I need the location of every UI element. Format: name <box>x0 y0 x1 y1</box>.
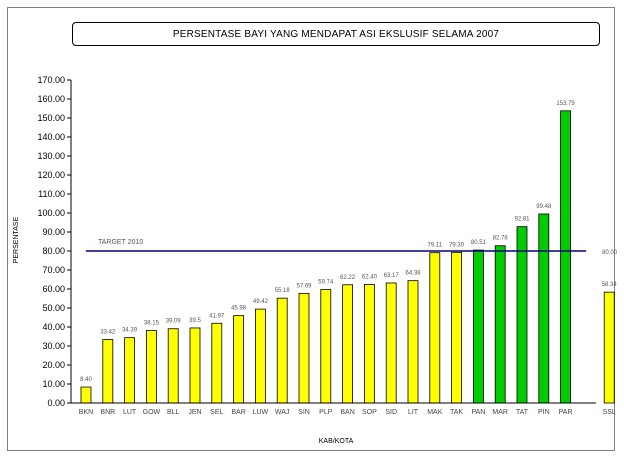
y-tick-label: 20.00 <box>42 360 65 370</box>
data-label: 92.81 <box>514 217 530 223</box>
data-label: 79.11 <box>428 243 443 249</box>
x-tick-label: BNR <box>100 409 115 416</box>
data-label: 39.5 <box>189 318 201 324</box>
bar-ssl <box>604 292 614 403</box>
x-tick-label: LUT <box>123 409 137 416</box>
data-label: 34.39 <box>122 328 138 334</box>
data-label: 38.15 <box>144 321 160 327</box>
x-tick-label: WAJ <box>275 409 290 416</box>
y-tick-label: 80.00 <box>42 246 65 256</box>
bar-waj <box>277 298 287 403</box>
y-tick-label: 170.00 <box>37 75 65 85</box>
y-tick-label: 40.00 <box>42 322 65 332</box>
x-tick-label: LUW <box>253 409 269 416</box>
data-label: 58.34 <box>602 282 618 288</box>
x-tick-label: PAR <box>559 409 573 416</box>
y-tick-label: 50.00 <box>42 303 65 313</box>
bar-pin <box>539 214 549 403</box>
bar-ban <box>343 285 353 403</box>
data-label: 55.18 <box>275 288 291 294</box>
bar-lut <box>125 338 135 403</box>
data-label: 45.98 <box>231 306 247 312</box>
x-tick-label: PAN <box>471 409 485 416</box>
bar-par <box>561 111 571 403</box>
y-tick-label: 0.00 <box>47 398 65 408</box>
x-tick-label: GOW <box>143 409 161 416</box>
y-tick-label: 10.00 <box>42 379 65 389</box>
y-tick-label: 130.00 <box>37 151 65 161</box>
target-label: TARGET 2010 <box>98 239 143 246</box>
bar-bar <box>234 316 244 403</box>
bar-mak <box>430 253 440 403</box>
bar-bnr <box>103 340 113 403</box>
x-tick-label: SEL <box>210 409 223 416</box>
data-label: 64.38 <box>405 271 421 277</box>
x-tick-label: TAT <box>516 409 529 416</box>
bar-plp <box>321 289 331 403</box>
x-tick-label: PLP <box>319 409 333 416</box>
x-tick-label: SID <box>385 409 397 416</box>
y-tick-label: 150.00 <box>37 113 65 123</box>
data-label: 79.30 <box>449 242 465 248</box>
x-tick-label: BKN <box>79 409 93 416</box>
y-tick-label: 90.00 <box>42 227 65 237</box>
bar-bll <box>168 329 178 403</box>
y-tick-label: 70.00 <box>42 265 65 275</box>
data-label: 49.42 <box>253 299 269 305</box>
x-tick-label: BAN <box>340 409 354 416</box>
data-label: 33.42 <box>100 330 116 336</box>
y-tick-label: 160.00 <box>37 94 65 104</box>
x-tick-label: SSL <box>603 409 616 416</box>
y-tick-label: 60.00 <box>42 284 65 294</box>
data-label: 41.97 <box>209 313 225 319</box>
data-label: 99.48 <box>536 204 552 210</box>
y-tick-label: 110.00 <box>38 189 65 199</box>
bar-sid <box>386 283 396 403</box>
x-tick-label: SOP <box>362 409 377 416</box>
bar-mar <box>495 246 505 403</box>
x-tick-label: BLL <box>167 409 180 416</box>
y-tick-label: 30.00 <box>42 341 65 351</box>
bar-pan <box>473 250 483 403</box>
bar-jen <box>190 328 200 403</box>
data-label: 62.40 <box>362 274 378 280</box>
x-axis: BKN BNR LUT GOW BLL JEN SEL BAR LUW WAJ SIN PLP BAN S… <box>71 403 616 416</box>
y-tick-label: 120.00 <box>37 170 65 180</box>
bar-tak <box>452 252 462 403</box>
data-label: 80.51 <box>471 240 487 246</box>
data-label: 8.40 <box>80 377 92 383</box>
y-axis-title: PERSENTASE <box>13 216 20 263</box>
data-label: 59.74 <box>318 279 334 285</box>
bar-sel <box>212 323 222 403</box>
y-tick-label: 140.00 <box>37 132 65 142</box>
bar-tat <box>517 227 527 403</box>
bar-sin <box>299 293 309 403</box>
bar-sop <box>364 284 374 403</box>
x-tick-label: MAR <box>492 409 508 416</box>
x-tick-label: SIN <box>298 409 310 416</box>
data-label: 39.09 <box>166 319 182 325</box>
bar-gow <box>146 331 156 403</box>
data-label: 62.22 <box>340 275 356 281</box>
x-tick-label: JEN <box>188 409 201 416</box>
x-tick-label: LIT <box>408 409 419 416</box>
bars: 8.40 33.42 34.39 38.15 39.09 39.5 41.97 45.98 49… <box>80 101 617 403</box>
x-tick-label: BAR <box>231 409 245 416</box>
target-value-label: 80.00 <box>602 250 618 256</box>
y-tick-label: 100.00 <box>37 208 65 218</box>
bar-bkn <box>81 387 91 403</box>
bar-lit <box>408 281 418 403</box>
x-tick-label: TAK <box>450 409 463 416</box>
bar-luw <box>255 309 265 403</box>
x-tick-label: PIN <box>538 409 550 416</box>
data-label: 63.17 <box>384 273 400 279</box>
data-label: 57.69 <box>296 283 312 289</box>
target-line-group: TARGET 2010 80.00 <box>86 239 618 256</box>
data-label: 153.79 <box>556 101 575 107</box>
x-axis-title: KAB/KOTA <box>319 438 354 445</box>
data-label: 82.78 <box>493 236 509 242</box>
x-tick-label: MAK <box>427 409 443 416</box>
y-axis: 0.00 10.00 20.00 30.00 40.00 50.00 60.00 70.00 8… <box>37 75 71 408</box>
